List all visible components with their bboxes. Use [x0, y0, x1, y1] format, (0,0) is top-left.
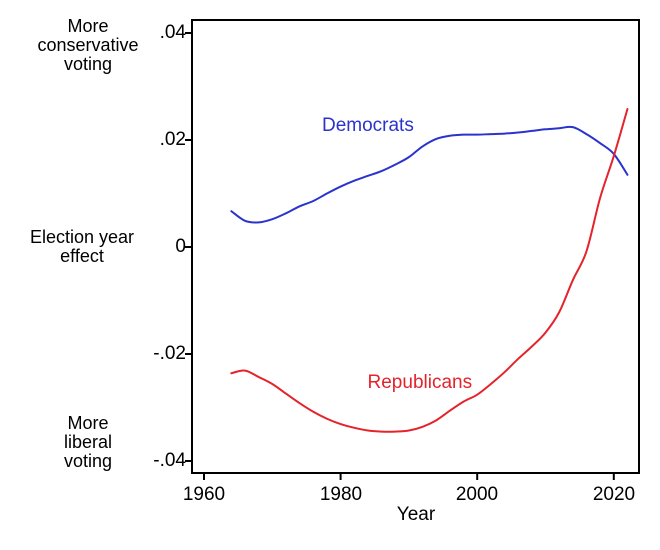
x-tick-label: 1960 — [182, 484, 226, 505]
annotation-line: conservative — [37, 35, 139, 55]
x-tick-label: 2020 — [592, 484, 636, 505]
annotation-line: voting — [63, 451, 113, 471]
x-tick-label: 2000 — [455, 484, 499, 505]
x-tick-label: 1980 — [319, 484, 363, 505]
y-tick-label: 0 — [175, 236, 186, 257]
annotation-line: liberal — [63, 432, 113, 452]
series-label-republicans: Republicans — [367, 371, 473, 393]
annotation-line: More — [67, 16, 109, 36]
series-label-democrats: Democrats — [321, 115, 414, 137]
annotation-line: More — [67, 413, 109, 433]
annotation-line: voting — [63, 54, 113, 74]
y-tick-label: .04 — [159, 22, 186, 43]
y-axis-title-line: effect — [60, 246, 104, 266]
y-axis-title: Election year effect — [0, 228, 164, 266]
annotation-more-conservative: More conservative voting — [0, 17, 176, 74]
y-tick-label: -.02 — [153, 343, 186, 364]
y-axis-title-line: Election year — [29, 227, 135, 247]
y-tick-label: -.04 — [153, 450, 186, 471]
y-tick-label: .02 — [159, 129, 186, 150]
annotation-more-liberal: More liberal voting — [0, 414, 176, 471]
x-axis-title: Year — [396, 504, 436, 525]
